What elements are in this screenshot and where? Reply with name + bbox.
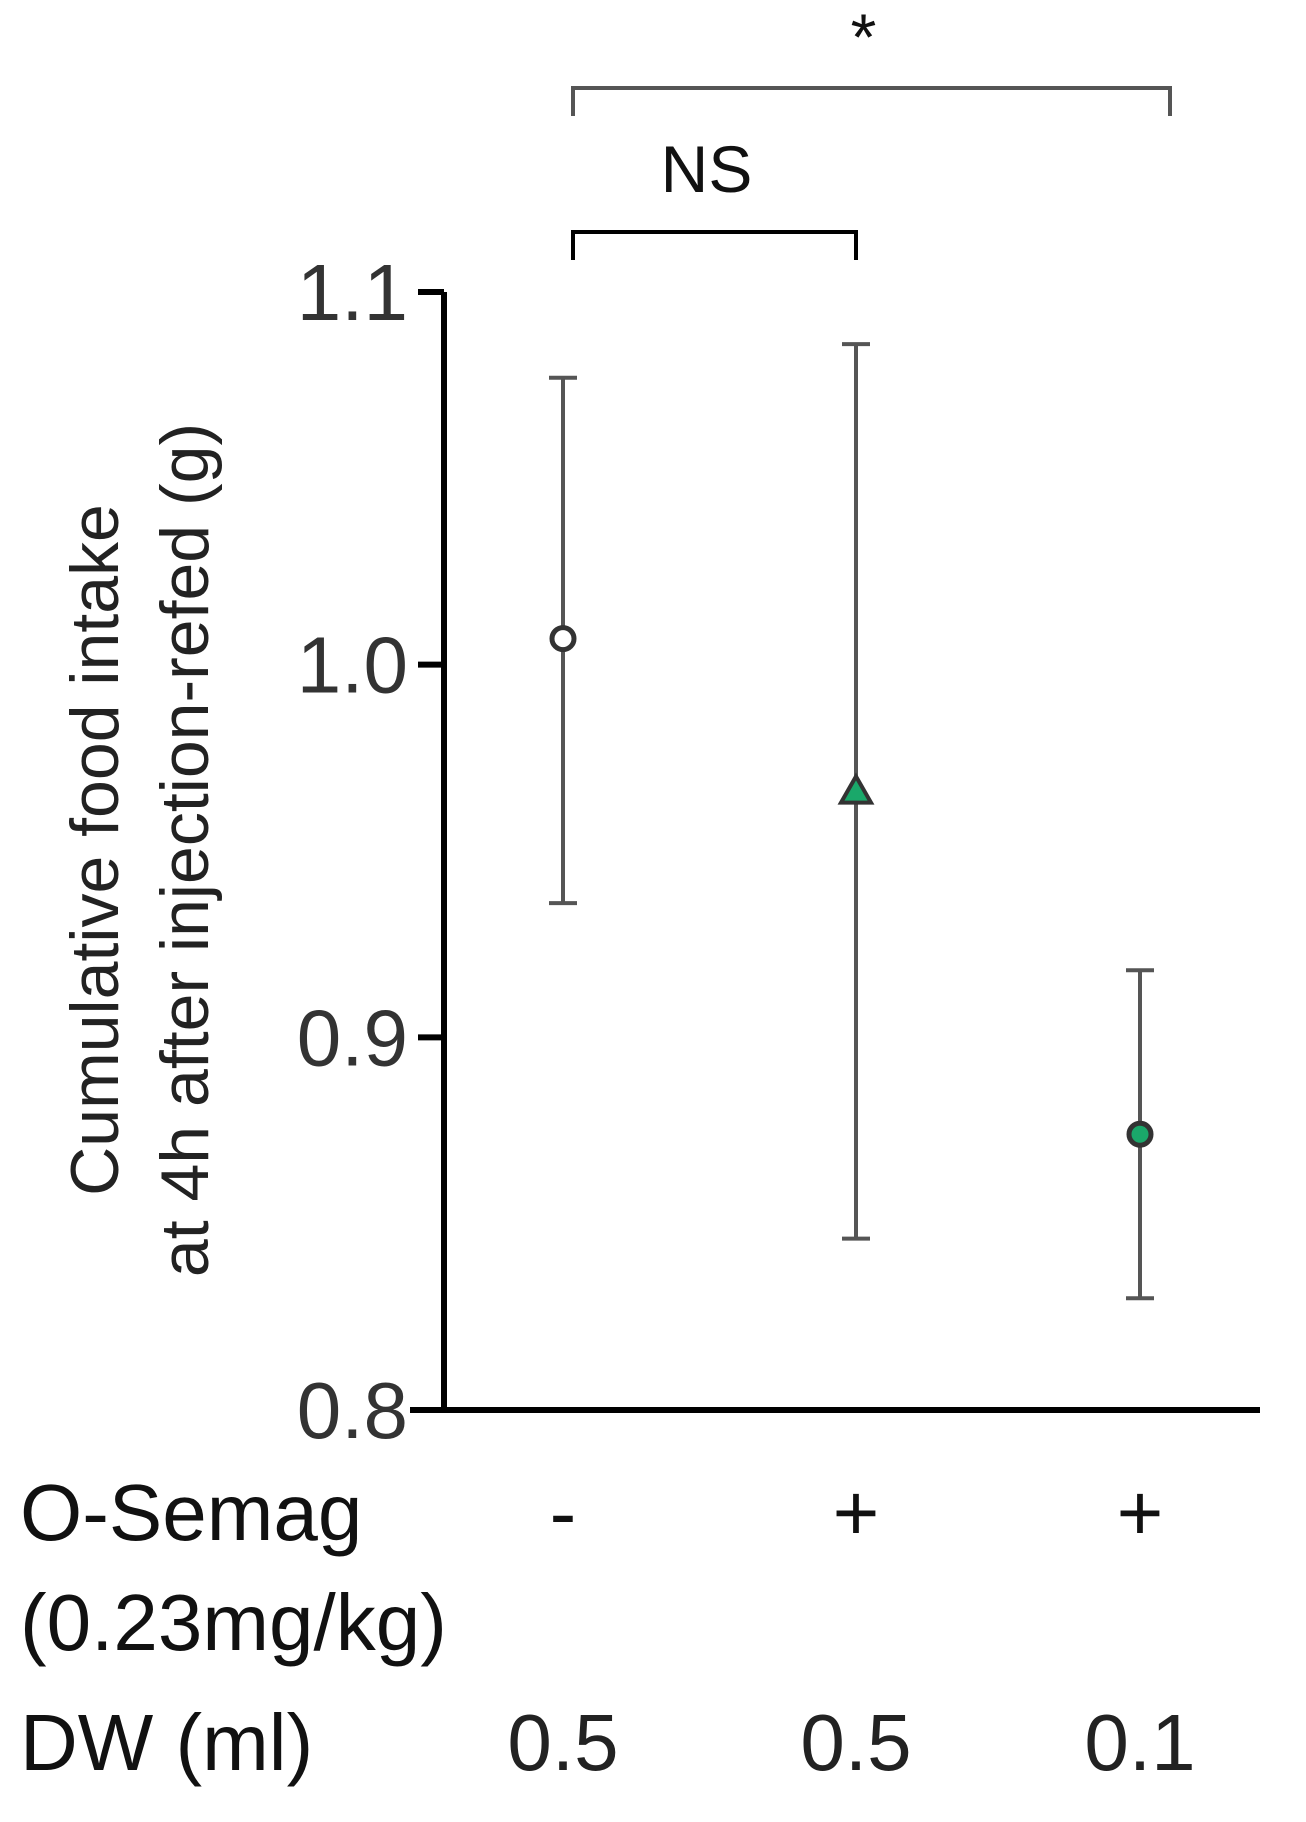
condition-1-value-0: 0.5 [507, 1698, 618, 1787]
condition-1-value-2: 0.1 [1084, 1698, 1195, 1787]
y-axis-title: Cumulative food intake at 4h after injec… [57, 423, 223, 1277]
dw-label: DW (ml) [20, 1698, 313, 1787]
condition-1-value-1: 0.5 [800, 1698, 911, 1787]
significance-label-0: NS [661, 132, 753, 206]
condition-0-value-0: - [550, 1468, 577, 1557]
condition-0-value-1: + [833, 1468, 880, 1557]
y-axis-title-line-1: Cumulative food intake [57, 504, 133, 1196]
y-tick-label-1: 0.9 [297, 993, 408, 1082]
mean-point-1 [837, 772, 875, 805]
mean-point-2 [1126, 1120, 1154, 1148]
mean-point-0 [549, 625, 577, 653]
y-tick-label-2: 1.0 [297, 621, 408, 710]
condition-0-value-2: + [1117, 1468, 1164, 1557]
significance-bracket-0 [571, 230, 858, 260]
o-semag-dose-label: (0.23mg/kg) [20, 1578, 447, 1667]
o-semag-label: O-Semag [20, 1468, 362, 1557]
significance-bracket-1 [571, 86, 1172, 116]
significance-label-1: * [851, 0, 877, 74]
y-tick-label-0: 0.8 [297, 1366, 408, 1455]
y-axis-title-line-2: at 4h after injection-refed (g) [147, 423, 223, 1277]
y-tick-label-3: 1.1 [297, 248, 408, 337]
